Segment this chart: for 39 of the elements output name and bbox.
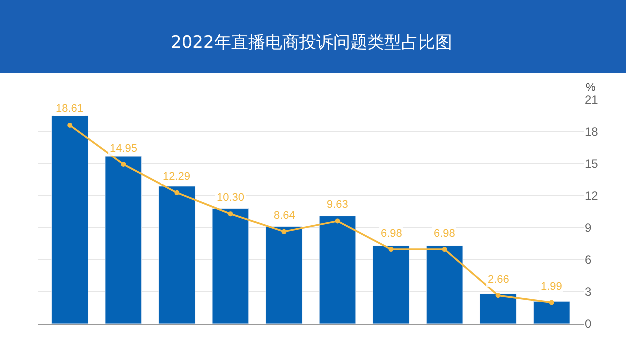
data-label: 6.98 — [434, 228, 456, 240]
point — [496, 293, 501, 298]
y-tick-label: 18 — [585, 125, 599, 140]
point — [121, 162, 126, 168]
bar — [426, 246, 464, 324]
data-label: 8.64 — [274, 210, 296, 222]
bar — [212, 208, 250, 324]
point — [174, 190, 180, 196]
point — [388, 247, 394, 252]
data-label: 12.29 — [163, 171, 191, 183]
bar — [158, 186, 196, 324]
point — [228, 212, 234, 217]
y-tick-label: 0 — [585, 317, 592, 332]
y-tick-label: 12 — [585, 189, 599, 204]
bar — [266, 226, 303, 324]
data-label: 18.61 — [56, 103, 84, 115]
y-tick-label: 21 — [585, 93, 599, 108]
y-axis-title: % — [586, 82, 596, 94]
data-label: 10.30 — [217, 192, 245, 204]
data-label: 6.98 — [381, 228, 402, 240]
chart-title: 2022年直播电商投诉问题类型占比图 — [171, 33, 452, 53]
bar — [533, 301, 570, 324]
point — [335, 218, 340, 224]
y-tick-label: 9 — [585, 221, 592, 236]
y-tick-label: 6 — [585, 253, 592, 268]
y-tick-label: 15 — [585, 157, 599, 172]
point — [68, 122, 73, 128]
bar — [480, 294, 517, 324]
y-tick-label: 3 — [585, 285, 592, 300]
data-label: 1.99 — [541, 281, 562, 293]
point — [549, 300, 554, 306]
bar — [372, 246, 410, 324]
point — [282, 229, 287, 234]
data-label: 14.95 — [110, 143, 138, 155]
bar — [319, 216, 356, 324]
bar — [52, 116, 89, 324]
data-label: 2.66 — [488, 274, 510, 286]
data-label: 9.63 — [327, 199, 348, 211]
point — [442, 247, 448, 252]
